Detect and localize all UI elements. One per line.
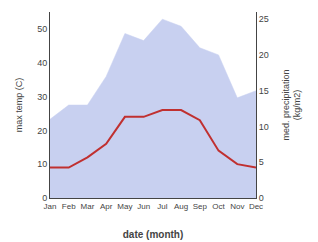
svg-text:30: 30 [37,92,47,102]
svg-text:25: 25 [259,14,269,24]
svg-text:Jan: Jan [44,202,57,211]
svg-text:Feb: Feb [62,202,76,211]
svg-text:Sep: Sep [193,202,208,211]
svg-text:0: 0 [42,193,47,203]
svg-text:20: 20 [259,50,269,60]
svg-text:May: May [117,202,132,211]
svg-text:date (month): date (month) [123,229,184,240]
svg-text:15: 15 [259,86,269,96]
svg-text:Apr: Apr [100,202,113,211]
svg-text:med. precipitation(kg/m2): med. precipitation(kg/m2) [281,69,303,140]
svg-text:0: 0 [259,193,264,203]
svg-text:Mar: Mar [81,202,95,211]
svg-text:10: 10 [37,159,47,169]
svg-text:Jun: Jun [137,202,150,211]
svg-text:20: 20 [37,126,47,136]
svg-text:40: 40 [37,58,47,68]
svg-text:10: 10 [259,122,269,132]
svg-text:Dec: Dec [249,202,263,211]
svg-text:Nov: Nov [230,202,244,211]
svg-text:50: 50 [37,24,47,34]
svg-text:Oct: Oct [212,202,225,211]
svg-text:max temp (C): max temp (C) [14,78,24,133]
svg-text:5: 5 [259,157,264,167]
svg-text:Jul: Jul [157,202,167,211]
svg-text:Aug: Aug [174,202,188,211]
